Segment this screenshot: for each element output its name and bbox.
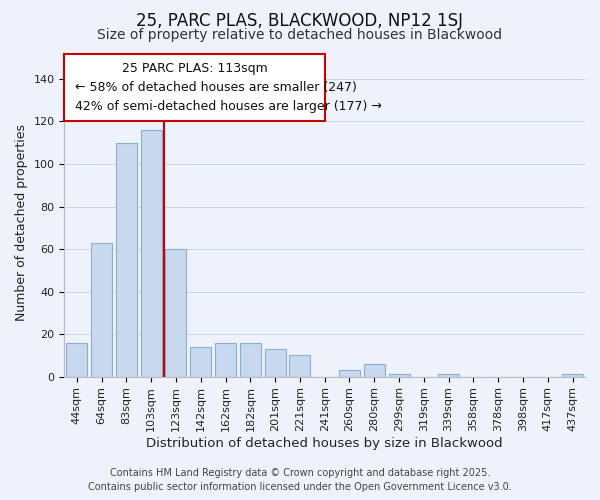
Bar xyxy=(190,347,211,376)
Bar xyxy=(140,130,162,376)
Text: ← 58% of detached houses are smaller (247): ← 58% of detached houses are smaller (24… xyxy=(75,81,356,94)
Bar xyxy=(389,374,410,376)
Text: 42% of semi-detached houses are larger (177) →: 42% of semi-detached houses are larger (… xyxy=(75,100,382,113)
Bar xyxy=(240,342,261,376)
Text: 25, PARC PLAS, BLACKWOOD, NP12 1SJ: 25, PARC PLAS, BLACKWOOD, NP12 1SJ xyxy=(137,12,464,30)
Text: 25 PARC PLAS: 113sqm: 25 PARC PLAS: 113sqm xyxy=(122,62,268,75)
Bar xyxy=(265,349,286,376)
Bar xyxy=(215,342,236,376)
Bar xyxy=(66,342,88,376)
X-axis label: Distribution of detached houses by size in Blackwood: Distribution of detached houses by size … xyxy=(146,437,503,450)
Bar xyxy=(562,374,583,376)
Bar xyxy=(364,364,385,376)
Bar xyxy=(438,374,459,376)
Text: Contains HM Land Registry data © Crown copyright and database right 2025.
Contai: Contains HM Land Registry data © Crown c… xyxy=(88,468,512,492)
Y-axis label: Number of detached properties: Number of detached properties xyxy=(15,124,28,321)
FancyBboxPatch shape xyxy=(64,54,325,122)
Bar xyxy=(116,142,137,376)
Bar xyxy=(91,242,112,376)
Bar xyxy=(166,249,187,376)
Bar xyxy=(339,370,360,376)
Bar xyxy=(289,356,310,376)
Text: Size of property relative to detached houses in Blackwood: Size of property relative to detached ho… xyxy=(97,28,503,42)
